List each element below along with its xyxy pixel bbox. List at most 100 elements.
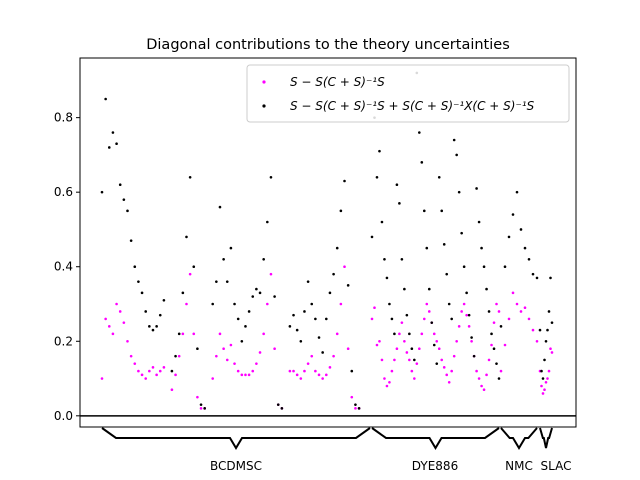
data-point-series2: [115, 142, 118, 146]
data-point-series1: [314, 369, 317, 373]
data-point-series1: [258, 351, 262, 354]
data-point-series2: [480, 246, 483, 250]
data-point-series2: [527, 257, 531, 261]
data-point-series2: [122, 198, 126, 201]
y-tick-label: 0.8: [54, 111, 73, 125]
data-point-series2: [273, 295, 276, 298]
data-point-series2: [390, 317, 394, 321]
data-point-series1: [408, 358, 411, 362]
data-point-series2: [511, 213, 515, 216]
dataset-braces: [101, 427, 553, 450]
data-point-series2: [321, 351, 324, 354]
data-point-series1: [325, 373, 328, 377]
data-point-series2: [343, 179, 346, 183]
data-point-series2: [543, 358, 546, 362]
data-point-series1: [151, 366, 155, 369]
dataset-brace: [539, 427, 553, 449]
data-point-series2: [422, 209, 426, 213]
data-point-series2: [158, 313, 162, 317]
data-point-series2: [455, 153, 458, 157]
data-point-series1: [288, 369, 292, 373]
data-point-series2: [442, 243, 446, 246]
data-point-series1: [339, 302, 343, 306]
data-point-series2: [440, 209, 444, 213]
data-point-series1: [229, 343, 233, 347]
data-point-series1: [445, 373, 449, 377]
data-point-series1: [425, 302, 429, 306]
data-point-series2: [490, 332, 493, 336]
data-point-series2: [211, 302, 214, 306]
legend-label-series1: S − S(C + S)⁻¹S: [290, 75, 385, 89]
legend: S − S(C + S)⁻¹S S − S(C + S)⁻¹S + S(C + …: [246, 64, 570, 123]
data-point-series1: [295, 373, 299, 377]
data-point-series1: [523, 306, 527, 310]
data-point-series2: [339, 209, 343, 213]
data-point-series2: [375, 175, 379, 179]
data-point-series2: [477, 220, 481, 224]
data-point-series2: [155, 325, 158, 328]
data-point-series2: [170, 369, 174, 373]
data-point-series1: [262, 332, 265, 336]
data-point-series2: [126, 209, 129, 213]
data-point-series2: [306, 280, 310, 283]
data-point-series2: [445, 272, 449, 276]
data-point-series2: [430, 321, 434, 324]
data-point-series1: [415, 362, 419, 365]
data-point-series1: [100, 377, 104, 380]
data-point-series1: [393, 358, 396, 362]
data-point-series1: [418, 347, 421, 351]
data-point-series1: [122, 321, 126, 324]
data-point-series2: [541, 377, 545, 380]
data-point-series1: [490, 343, 493, 347]
data-point-series2: [435, 362, 439, 365]
data-point-series1: [482, 388, 486, 392]
data-point-series2: [447, 302, 451, 306]
data-point-series2: [418, 131, 421, 134]
data-point-series1: [350, 395, 354, 399]
data-point-series2: [437, 175, 441, 179]
data-point-series1: [405, 351, 409, 354]
data-point-series2: [328, 291, 332, 295]
data-point-series1: [346, 347, 350, 351]
data-point-series2: [495, 362, 498, 365]
data-point-series1: [519, 310, 523, 313]
data-point-series2: [410, 347, 414, 351]
data-point-series2: [196, 347, 199, 351]
data-point-series1: [485, 373, 488, 377]
data-point-series1: [487, 358, 491, 362]
data-point-series2: [129, 239, 133, 242]
data-point-series1: [544, 380, 548, 384]
data-point-series2: [465, 291, 468, 295]
data-point-series1: [492, 321, 496, 324]
plot-area: [79, 57, 577, 428]
data-point-series2: [393, 332, 396, 336]
data-point-series1: [465, 313, 468, 317]
data-point-series1: [422, 317, 426, 321]
data-point-series2: [519, 228, 523, 231]
data-point-series2: [203, 407, 206, 410]
data-point-series1: [550, 351, 554, 354]
data-point-series1: [390, 369, 394, 373]
data-point-series1: [269, 272, 273, 276]
dataset-label-nmc: NMC: [505, 459, 533, 473]
data-point-series2: [303, 310, 306, 313]
data-point-series2: [104, 97, 107, 101]
data-point-series2: [452, 138, 456, 142]
data-point-series1: [435, 339, 439, 343]
data-point-series1: [549, 347, 552, 351]
dataset-label-bcdmsc: BCDMSC: [210, 459, 262, 473]
data-point-series2: [111, 131, 115, 134]
data-point-series1: [196, 395, 199, 399]
data-point-series2: [482, 265, 486, 269]
data-point-series1: [310, 354, 314, 358]
data-point-series1: [503, 343, 507, 347]
data-point-series1: [420, 332, 424, 336]
data-point-series2: [370, 235, 374, 239]
data-points: [100, 71, 554, 410]
data-point-series2: [247, 310, 251, 313]
data-point-series1: [299, 377, 303, 380]
data-point-series2: [240, 339, 244, 343]
y-tick-label: 0.4: [54, 260, 73, 274]
y-tick-label: 0.2: [54, 334, 73, 348]
data-point-series1: [427, 310, 431, 313]
